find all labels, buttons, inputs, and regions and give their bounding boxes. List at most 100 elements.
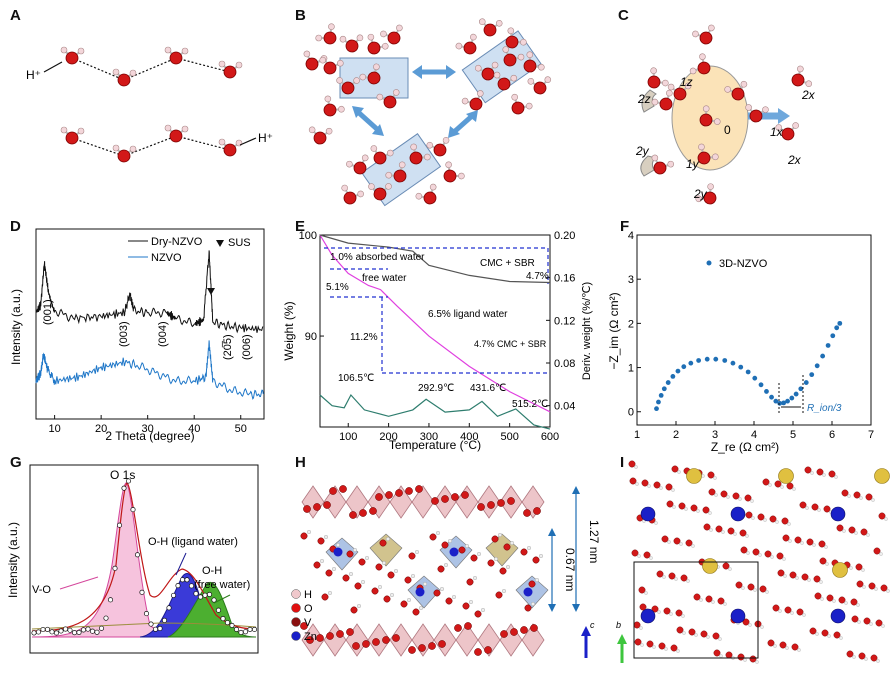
hydrogen-atom (819, 580, 823, 584)
data-point (125, 478, 132, 484)
water-molecule (527, 76, 552, 95)
oxygen-atom (731, 87, 745, 101)
data-point (53, 630, 60, 636)
hydrogen-atom (451, 594, 456, 599)
oxygen-atom (878, 512, 886, 520)
data-point (738, 364, 744, 370)
shell-label-2x-top: 2x (801, 88, 816, 102)
water-molecule (692, 24, 715, 45)
data-point (80, 627, 87, 633)
hydrogen-atom (765, 590, 769, 594)
hydrogen-atom (707, 183, 714, 190)
hydrogen-atom (785, 646, 789, 650)
y-tick-label: 100 (299, 230, 317, 242)
oxygen-atom (850, 598, 858, 606)
water-molecule (511, 93, 533, 115)
hydrogen-atom (77, 47, 85, 55)
data-point (202, 592, 208, 598)
hydrogen-atom (393, 568, 398, 573)
hydrogen-atom (684, 82, 692, 90)
oxygen-atom (484, 646, 492, 654)
oxygen-atom (833, 631, 841, 639)
y-axis-label-d: Intensity (a.u.) (9, 289, 23, 365)
oxygen-atom (675, 609, 683, 617)
data-point (179, 577, 186, 583)
oxygen-atom (814, 592, 822, 600)
plot-frame-g (29, 464, 259, 654)
data-point (94, 629, 100, 635)
water-molecule (60, 46, 85, 65)
oxygen-atom (353, 161, 367, 175)
data-point (675, 368, 681, 374)
oxygen-atom (818, 540, 826, 548)
hydrogen-atom (692, 30, 699, 38)
y2-tick-label: 0.04 (554, 401, 575, 413)
x-tick-label: 100 (339, 431, 357, 443)
annot-free-water: free water (362, 273, 407, 284)
oxygen-atom (699, 31, 713, 45)
data-point (206, 591, 213, 597)
hydrogen-atom (507, 27, 515, 35)
data-point (188, 583, 195, 589)
hydrogen-atom (866, 533, 870, 537)
oxygen-atom (821, 629, 829, 637)
oxygen-atom (497, 499, 505, 507)
oxygen-atom (117, 149, 131, 163)
proton-label-top: H⁺ (26, 68, 41, 82)
hydrogen-atom (760, 625, 764, 629)
water-molecule (699, 105, 721, 127)
water-molecule (647, 67, 669, 89)
hydrogen-atom (874, 587, 878, 591)
hydrogen-atom (852, 655, 856, 659)
oxygen-atom (373, 187, 387, 201)
vo6-octahedron (499, 623, 523, 657)
oxygen-atom (507, 497, 515, 505)
oxygen-atom (873, 547, 881, 555)
water-molecule (376, 89, 400, 109)
data-point (661, 386, 667, 392)
zinc-atom (415, 587, 425, 597)
oxygen-atom (836, 524, 844, 532)
hydrogen-atom (854, 531, 858, 535)
hydrogen-atom (376, 93, 384, 101)
hydrogen-atom (664, 647, 668, 651)
legend-label-v: V (304, 617, 312, 629)
annot-cmc-sbr-top: CMC + SBR (480, 258, 535, 269)
oxygen-atom (856, 580, 864, 588)
hydrogen-atom (842, 529, 846, 533)
oxygen-atom (744, 494, 752, 502)
hydrogen-atom (332, 566, 337, 571)
x-tick-label: 10 (48, 423, 60, 435)
water-molecule (502, 46, 525, 67)
water-molecule (218, 60, 243, 79)
water-molecule (368, 183, 392, 201)
hydrogen-atom (338, 105, 345, 113)
hydrogen-atom (728, 567, 732, 571)
hydrogen-atom (844, 601, 848, 605)
data-point (681, 364, 687, 370)
oxygen-atom (409, 151, 423, 165)
oxygen-atom (801, 573, 809, 581)
oxygen-atom (774, 480, 782, 488)
zinc-atom (640, 608, 656, 624)
water-molecule (385, 161, 407, 183)
data-point (107, 597, 114, 603)
hydrogen-atom (495, 20, 503, 27)
oxygen-atom (359, 509, 367, 517)
data-point (152, 626, 159, 632)
hydrogen-atom (677, 470, 681, 474)
hydrogen-atom (649, 556, 653, 560)
hydrogen-atom (810, 471, 814, 475)
legend-swatch-o (291, 603, 301, 613)
data-point (704, 356, 710, 362)
hydrogen-atom (517, 53, 525, 61)
hydrogen-atom (790, 611, 794, 615)
vanadium-atom (686, 468, 702, 484)
oxygen-atom (431, 497, 439, 505)
hydrogen-atom (768, 483, 772, 487)
water-molecule (341, 184, 364, 205)
hydrogen-atom (719, 654, 723, 658)
hydrogen-atom (181, 47, 189, 55)
hydrogen-atom (455, 42, 463, 50)
oxygen-atom (352, 642, 360, 650)
